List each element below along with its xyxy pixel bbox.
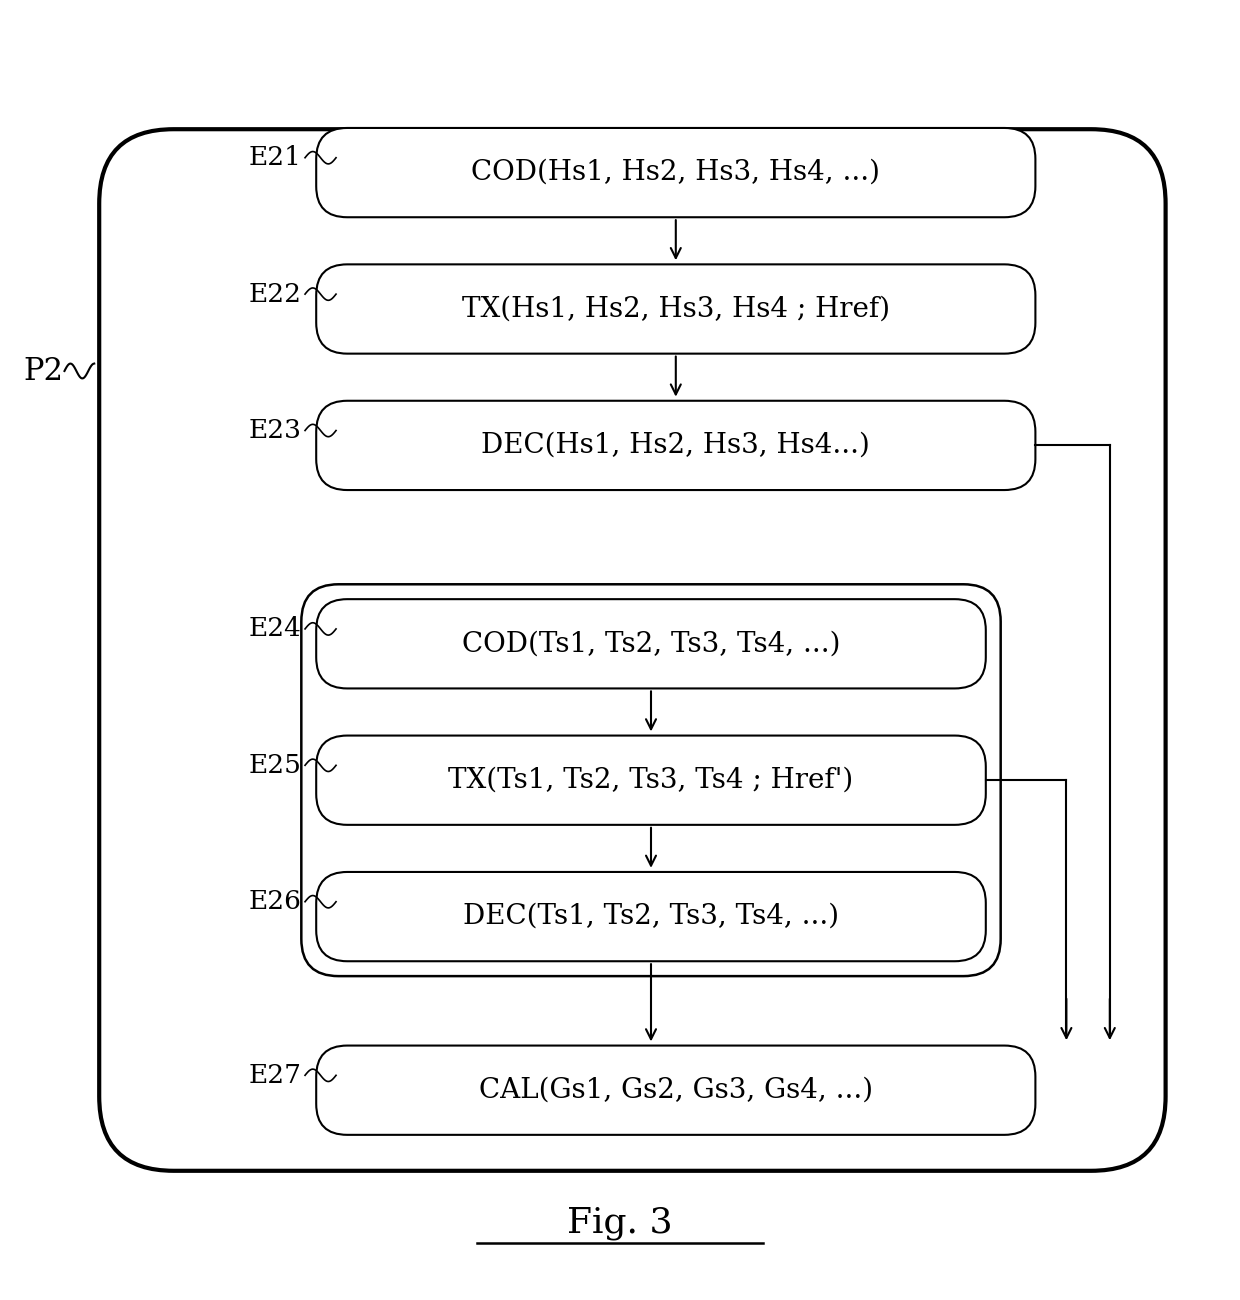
Text: COD(Ts1, Ts2, Ts3, Ts4, ...): COD(Ts1, Ts2, Ts3, Ts4, ...): [461, 630, 841, 658]
FancyBboxPatch shape: [316, 599, 986, 689]
FancyBboxPatch shape: [316, 1045, 1035, 1135]
Text: TX(Ts1, Ts2, Ts3, Ts4 ; Href'): TX(Ts1, Ts2, Ts3, Ts4 ; Href'): [449, 767, 853, 794]
Text: COD(Hs1, Hs2, Hs3, Hs4, ...): COD(Hs1, Hs2, Hs3, Hs4, ...): [471, 159, 880, 186]
Text: E21: E21: [248, 146, 301, 170]
Text: E25: E25: [248, 753, 301, 777]
FancyBboxPatch shape: [316, 400, 1035, 490]
Text: E27: E27: [248, 1063, 301, 1088]
Text: E22: E22: [248, 282, 301, 307]
Text: TX(Hs1, Hs2, Hs3, Hs4 ; Href): TX(Hs1, Hs2, Hs3, Hs4 ; Href): [461, 295, 890, 322]
Text: E24: E24: [248, 616, 301, 641]
Text: E23: E23: [248, 419, 301, 443]
FancyBboxPatch shape: [316, 736, 986, 824]
FancyBboxPatch shape: [316, 127, 1035, 217]
Text: CAL(Gs1, Gs2, Gs3, Gs4, ...): CAL(Gs1, Gs2, Gs3, Gs4, ...): [479, 1076, 873, 1104]
Text: P2: P2: [24, 355, 63, 386]
FancyBboxPatch shape: [316, 264, 1035, 354]
Text: E26: E26: [248, 889, 301, 914]
Text: Fig. 3: Fig. 3: [567, 1206, 673, 1240]
Text: DEC(Hs1, Hs2, Hs3, Hs4...): DEC(Hs1, Hs2, Hs3, Hs4...): [481, 432, 870, 459]
FancyBboxPatch shape: [316, 872, 986, 961]
Text: DEC(Ts1, Ts2, Ts3, Ts4, ...): DEC(Ts1, Ts2, Ts3, Ts4, ...): [463, 903, 839, 929]
FancyBboxPatch shape: [99, 129, 1166, 1171]
